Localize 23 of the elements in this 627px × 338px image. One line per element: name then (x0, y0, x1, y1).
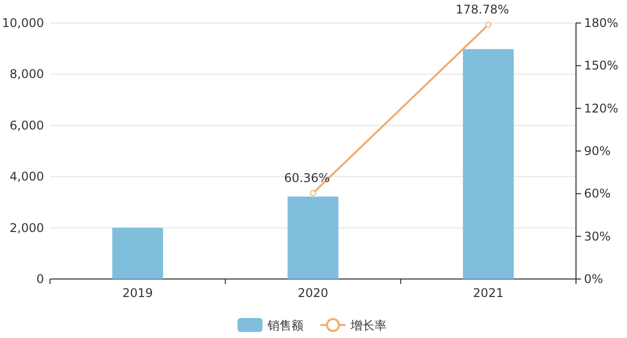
data-label: 178.78% (456, 2, 510, 17)
legend-label: 增长率 (350, 318, 386, 332)
bar (288, 196, 338, 279)
y-tick-label: 2,000 (10, 220, 44, 235)
x-tick-label: 2021 (473, 286, 504, 300)
y-tick-label: 6,000 (10, 118, 44, 132)
y-tick-label: 0 (36, 272, 44, 286)
data-label: 60.36% (284, 171, 330, 186)
y-tick-label: 10,000 (2, 16, 44, 30)
y-tick-label: 4,000 (10, 170, 44, 184)
y-tick-label: 8,000 (10, 67, 44, 82)
y2-tick-label: 120% (584, 101, 618, 116)
bar (112, 228, 164, 279)
y2-tick-label: 60% (584, 186, 611, 201)
bar (462, 49, 514, 279)
y2-tick-label: 180% (584, 16, 618, 30)
y2-tick-label: 30% (584, 229, 611, 244)
y2-tick-label: 0% (584, 272, 604, 286)
legend-label: 销售额 (266, 318, 304, 332)
x-tick-label: 2020 (298, 286, 328, 300)
y2-tick-label: 90% (584, 144, 611, 158)
y2-tick-label: 150% (584, 58, 618, 73)
x-tick-label: 2019 (122, 286, 153, 300)
